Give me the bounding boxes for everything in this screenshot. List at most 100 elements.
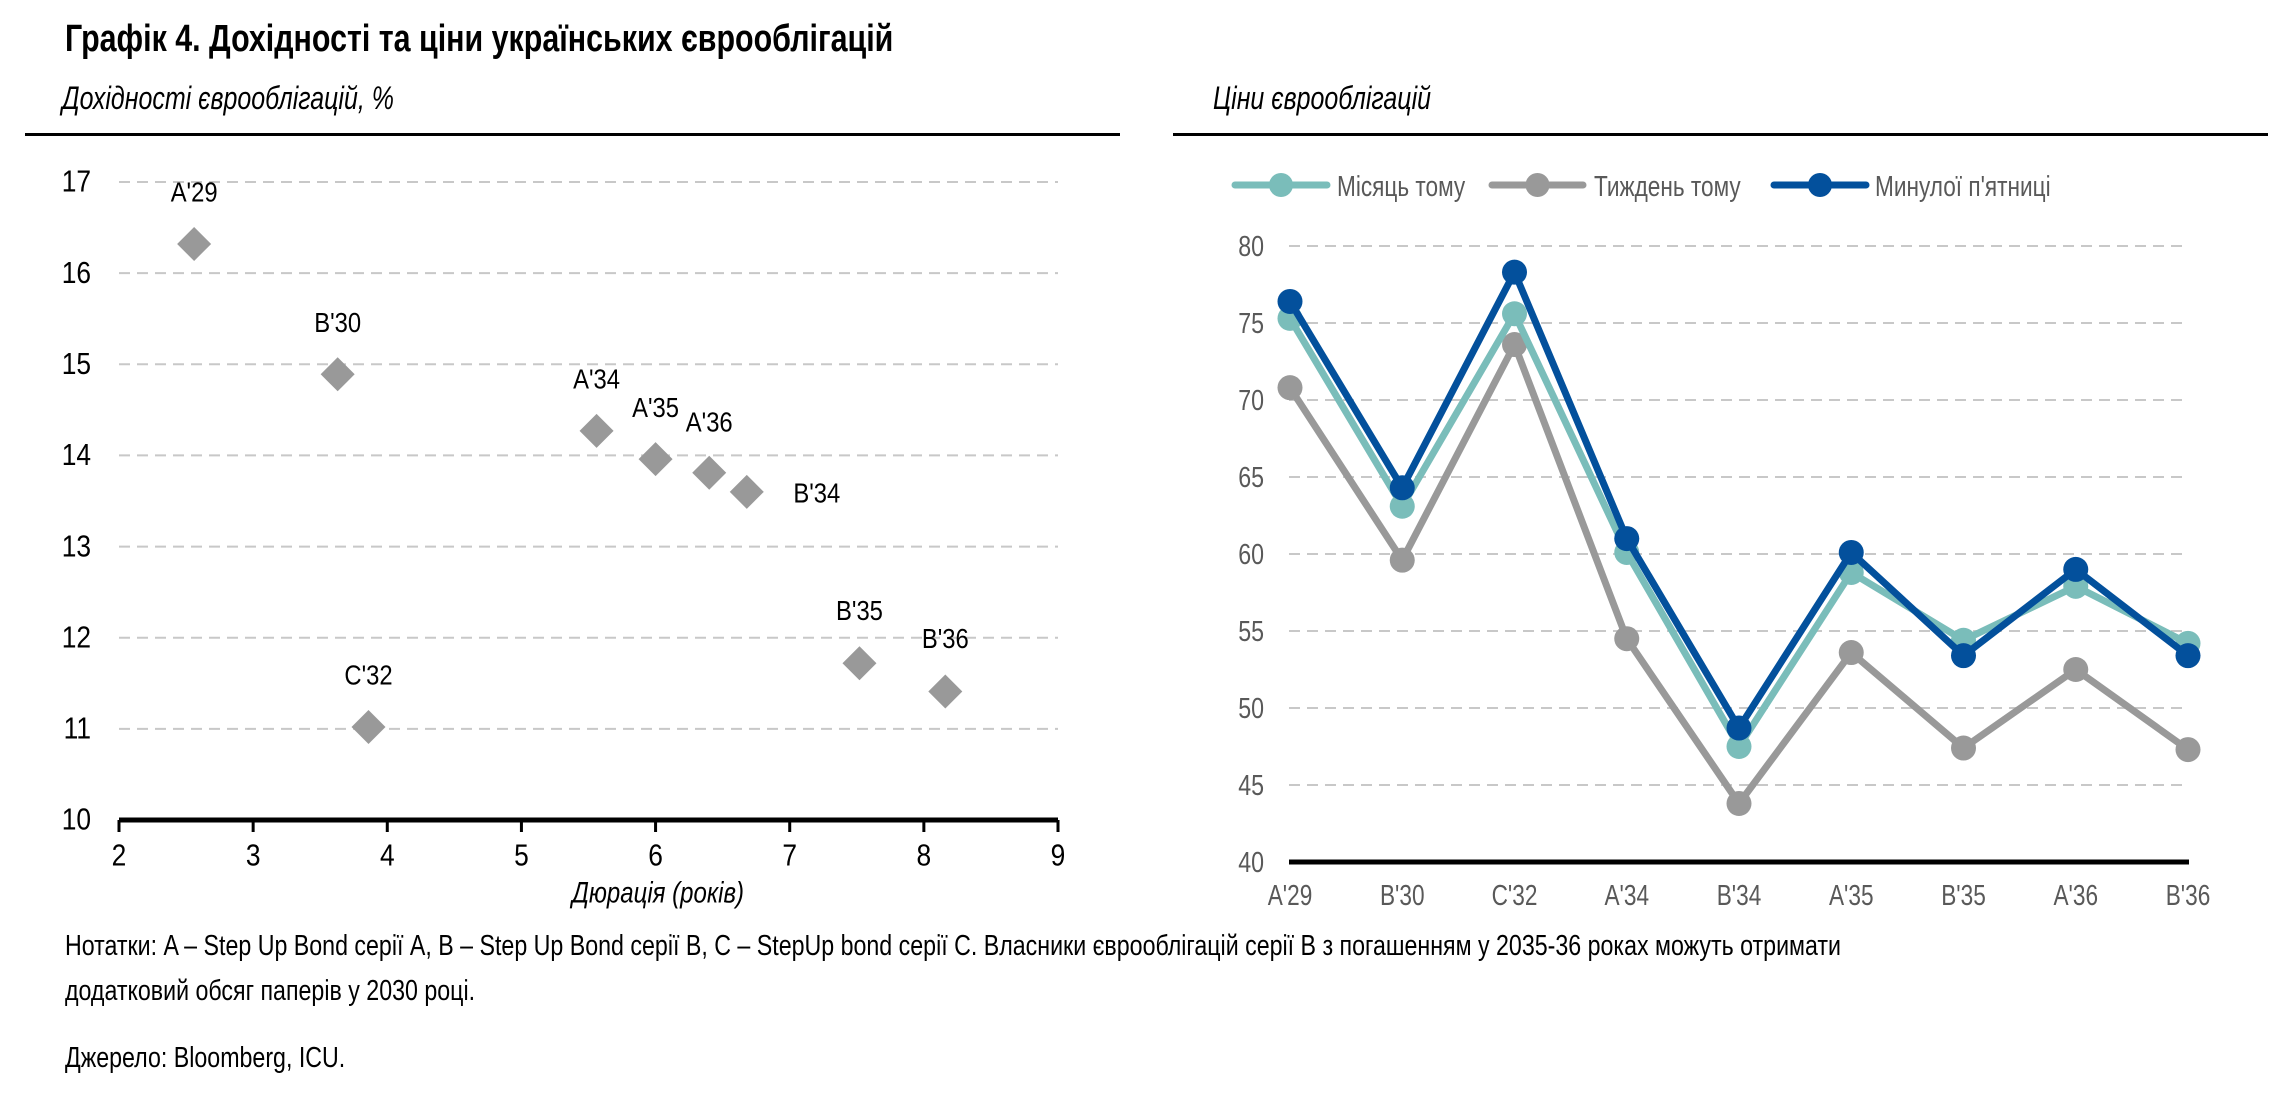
price-y-tick-label: 50 (1238, 691, 1264, 724)
price-y-tick-label: 65 (1238, 460, 1264, 493)
legend-label-group: Минулої п'ятниці (1875, 169, 2051, 202)
yield-point-label-group: B'35 (836, 594, 883, 626)
price-y-tick-label-group: 40 (1238, 845, 1264, 878)
price-line-chart: 40 45 50 55 60 65 70 75 80 A'29 B'30 C'32 A'34 B'34 A'… (1231, 169, 2211, 912)
price-x-tick-label-group: B'34 (1717, 878, 1762, 911)
yield-x-axis-title: Дюрація (років) (569, 875, 744, 909)
yield-point-diamond (842, 646, 877, 681)
price-series-marker (1838, 539, 1864, 565)
yield-point-label-group: A'35 (632, 391, 679, 423)
page-title: Графік 4. Дохідності та ціни українських… (65, 18, 894, 60)
price-x-tick-label-group: A'34 (1604, 878, 1649, 911)
price-y-tick-label-group: 50 (1238, 691, 1264, 724)
yield-x-tick-label-group: 2 (112, 839, 127, 873)
price-x-tick-label-group: B'36 (2166, 878, 2211, 911)
yield-point-diamond (729, 474, 764, 509)
price-x-tick-label-group: B'35 (1941, 878, 1986, 911)
price-y-tick-label: 40 (1238, 845, 1264, 878)
price-series-marker (1726, 790, 1752, 816)
yield-y-tick-label-group: 11 (64, 712, 91, 746)
yield-x-tick-label: 9 (1051, 839, 1066, 873)
price-series-marker (1277, 375, 1303, 401)
price-y-tick-label-group: 70 (1238, 383, 1264, 416)
price-series-marker (2063, 657, 2089, 682)
price-x-tick-label: C'32 (1492, 878, 1538, 911)
yield-point-label: A'35 (632, 391, 679, 423)
yield-y-tick-label: 15 (62, 347, 91, 381)
price-y-tick-label-group: 60 (1238, 537, 1264, 570)
price-x-tick-label-group: B'30 (1380, 878, 1425, 911)
price-series-marker (1502, 332, 1527, 358)
price-series-line (1287, 268, 2191, 732)
yield-y-tick-label: 13 (62, 529, 91, 563)
yield-scatter-chart: 10 11 12 13 14 15 16 17 2 3 4 5 6 7 8 9 Дюрація (років) A… (62, 165, 1066, 909)
yield-point-diamond (579, 413, 614, 448)
price-series-marker (1614, 526, 1640, 552)
yield-y-tick-label: 16 (62, 256, 91, 290)
price-x-tick-label: B'36 (2166, 878, 2211, 911)
yield-x-tick-label: 3 (246, 839, 261, 873)
legend-item: Місяць тому (1231, 169, 1465, 203)
price-x-tick-label-group: C'32 (1492, 878, 1538, 911)
price-y-tick-label-group: 80 (1238, 229, 1264, 262)
price-y-tick-label: 75 (1238, 306, 1264, 339)
yield-y-tick-label-group: 14 (62, 438, 91, 472)
yield-point-label: B'35 (836, 594, 883, 626)
yield-point-label-group: A'29 (171, 176, 218, 208)
legend-label-group: Місяць тому (1337, 169, 1465, 202)
yield-point-label-group: A'34 (573, 363, 620, 395)
yield-y-tick-label: 17 (62, 165, 91, 199)
price-series-marker (1838, 640, 1864, 666)
yield-x-axis-title-group: Дюрація (років) (569, 875, 744, 909)
price-x-tick-label-group: A'36 (2053, 878, 2098, 911)
yield-point-diamond (320, 357, 355, 392)
yield-point-diamond (638, 442, 673, 477)
yield-x-tick-label-group: 3 (246, 839, 261, 873)
price-series-marker (1726, 715, 1752, 741)
price-y-tick-label-group: 75 (1238, 306, 1264, 339)
yield-point-label: C'32 (344, 659, 392, 691)
legend-label: Місяць тому (1337, 169, 1465, 202)
yield-x-tick-label-group: 9 (1051, 839, 1066, 873)
price-series-marker (1389, 475, 1415, 501)
yield-x-tick-label-group: 4 (380, 839, 395, 873)
yield-point-diamond (692, 455, 727, 490)
yield-x-tick-label: 6 (648, 839, 663, 873)
yield-point-label-group: A'36 (686, 406, 733, 438)
price-series-marker (1614, 626, 1640, 652)
yield-point-label: A'36 (686, 406, 733, 438)
yield-point-label: B'34 (793, 477, 840, 509)
price-series-marker (2063, 556, 2089, 582)
price-x-tick-label: A'29 (1268, 878, 1313, 911)
yield-point-label: B'36 (922, 622, 969, 654)
yield-point-label-group: B'36 (922, 622, 969, 654)
price-x-tick-label: B'34 (1717, 878, 1762, 911)
legend-marker-swatch (1808, 173, 1832, 197)
yield-point-diamond (177, 226, 212, 261)
price-x-tick-label: B'35 (1941, 878, 1986, 911)
price-y-tick-label: 60 (1238, 537, 1264, 570)
yield-point-label-group: B'34 (793, 477, 840, 509)
yield-chart-title: Дохідності єврооблігацій, % (62, 80, 394, 116)
yield-y-tick-label-group: 10 (62, 803, 91, 837)
yield-x-tick-label-group: 8 (917, 839, 932, 873)
legend-marker-swatch (1269, 173, 1293, 197)
yield-y-tick-label-group: 17 (62, 165, 91, 199)
price-x-tick-label: B'30 (1380, 878, 1425, 911)
yield-x-tick-label: 7 (782, 839, 797, 873)
yield-y-tick-label: 12 (62, 620, 91, 654)
price-series-marker (1389, 547, 1415, 573)
yield-y-tick-label-group: 13 (62, 529, 91, 563)
legend-label: Минулої п'ятниці (1875, 169, 2051, 202)
price-series-marker (1277, 288, 1303, 314)
legend-item: Тиждень тому (1488, 169, 1741, 203)
yield-x-tick-label: 5 (514, 839, 529, 873)
price-series-marker (1389, 493, 1415, 519)
price-x-tick-label: A'34 (1604, 878, 1649, 911)
yield-y-tick-label-group: 16 (62, 256, 91, 290)
price-y-tick-label: 45 (1238, 768, 1264, 801)
yield-point-diamond (351, 710, 386, 745)
price-x-tick-label: A'35 (1829, 878, 1874, 911)
legend-label: Тиждень тому (1594, 169, 1741, 202)
